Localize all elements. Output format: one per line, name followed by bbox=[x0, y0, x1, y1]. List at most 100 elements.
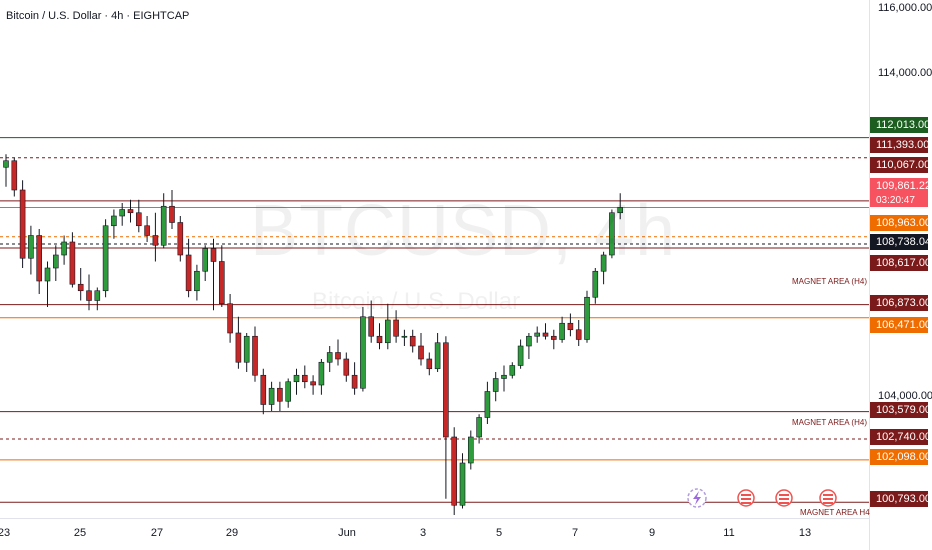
price-axis-divider bbox=[869, 0, 870, 550]
candle bbox=[235, 316, 242, 369]
candle bbox=[86, 274, 92, 311]
candle bbox=[127, 199, 134, 223]
candle bbox=[434, 333, 441, 372]
candle-body bbox=[609, 212, 615, 256]
candle-body bbox=[301, 374, 308, 383]
candle-body bbox=[3, 160, 9, 168]
bar-countdown: 03:20:47 bbox=[870, 194, 928, 207]
candle bbox=[550, 329, 557, 350]
candle-body bbox=[136, 212, 142, 227]
candle-body bbox=[227, 303, 233, 334]
candle-body bbox=[277, 387, 283, 402]
candle bbox=[584, 290, 590, 343]
candle bbox=[368, 300, 375, 343]
candle bbox=[52, 245, 59, 281]
candle-body bbox=[127, 209, 134, 214]
flag-icon[interactable] bbox=[775, 489, 793, 507]
candle-body bbox=[384, 319, 391, 344]
price-label-111393: 111,393.00 bbox=[870, 137, 929, 153]
candle bbox=[501, 365, 507, 392]
time-tick: 7 bbox=[571, 527, 579, 539]
candle-body bbox=[517, 345, 524, 366]
candle-body bbox=[592, 270, 599, 298]
candle-body bbox=[484, 391, 491, 418]
candle bbox=[301, 365, 308, 389]
time-tick: 5 bbox=[495, 527, 503, 539]
candle-body bbox=[534, 332, 541, 337]
candle-body bbox=[600, 254, 607, 272]
candle bbox=[393, 310, 399, 343]
candle-body bbox=[509, 365, 516, 376]
price-tick: 104,000.00 bbox=[878, 390, 932, 402]
candle-body bbox=[69, 241, 76, 285]
flag-icon[interactable] bbox=[737, 489, 755, 507]
candle-body bbox=[575, 329, 582, 340]
time-tick: Jun bbox=[338, 527, 356, 539]
candle-body bbox=[19, 189, 26, 259]
candle-body bbox=[185, 254, 192, 292]
candle-body bbox=[86, 290, 92, 301]
candle-body bbox=[252, 335, 258, 376]
candle-body bbox=[318, 361, 325, 386]
candle-body bbox=[194, 270, 200, 292]
candle-body bbox=[451, 436, 458, 506]
candle-body bbox=[202, 248, 208, 272]
price-label-106471: 106,471.00 bbox=[870, 317, 931, 333]
candle bbox=[476, 414, 482, 444]
time-tick: 11 bbox=[723, 527, 735, 539]
candle-body bbox=[210, 248, 217, 262]
lightning-icon[interactable] bbox=[687, 488, 707, 508]
price-label-110067: 110,067.00 bbox=[870, 157, 930, 173]
candle-body bbox=[102, 225, 109, 292]
candle-body bbox=[584, 296, 590, 340]
candle-body bbox=[476, 417, 482, 438]
candle-body bbox=[293, 374, 300, 383]
crosshair-price-label: 108,738.04 bbox=[870, 234, 931, 250]
price-label-102098: 102,098.00 bbox=[870, 449, 931, 465]
candle-body bbox=[160, 205, 167, 246]
candle bbox=[310, 375, 316, 395]
candle-body bbox=[243, 335, 250, 363]
candle bbox=[210, 238, 217, 311]
candle bbox=[592, 268, 599, 304]
price-tick: 114,000.00 bbox=[878, 67, 932, 79]
candle-body bbox=[434, 342, 441, 370]
candle bbox=[609, 209, 615, 259]
candle bbox=[285, 378, 292, 408]
time-tick: 9 bbox=[648, 527, 656, 539]
candle-body bbox=[169, 205, 175, 223]
time-tick: 25 bbox=[73, 527, 87, 539]
flag-icon[interactable] bbox=[819, 489, 837, 507]
candle bbox=[575, 320, 582, 346]
candle-body bbox=[467, 436, 474, 464]
candle bbox=[401, 329, 408, 346]
candle-body bbox=[52, 254, 59, 269]
candle bbox=[351, 362, 358, 395]
time-tick: 13 bbox=[798, 527, 812, 539]
candle bbox=[443, 336, 449, 499]
candle bbox=[202, 245, 208, 281]
candle bbox=[600, 251, 607, 285]
candle bbox=[335, 339, 341, 366]
candle-body bbox=[343, 358, 350, 376]
candle-body bbox=[94, 290, 101, 301]
candle-body bbox=[268, 387, 275, 405]
candle bbox=[426, 352, 433, 376]
price-label-112013: 112,013.00 bbox=[870, 117, 930, 133]
candle bbox=[3, 154, 9, 187]
candle bbox=[152, 212, 159, 262]
candle bbox=[384, 303, 391, 350]
price-label-103579: 103,579.00 bbox=[870, 402, 931, 418]
candle bbox=[492, 372, 499, 402]
candle-body bbox=[559, 322, 565, 340]
candle bbox=[11, 157, 18, 197]
candle-body bbox=[360, 316, 366, 389]
candle-body bbox=[152, 235, 159, 246]
time-tick: 3 bbox=[419, 527, 427, 539]
candle-body bbox=[119, 209, 125, 217]
candle bbox=[177, 216, 184, 262]
candle bbox=[343, 352, 350, 382]
candle-body bbox=[77, 283, 84, 292]
